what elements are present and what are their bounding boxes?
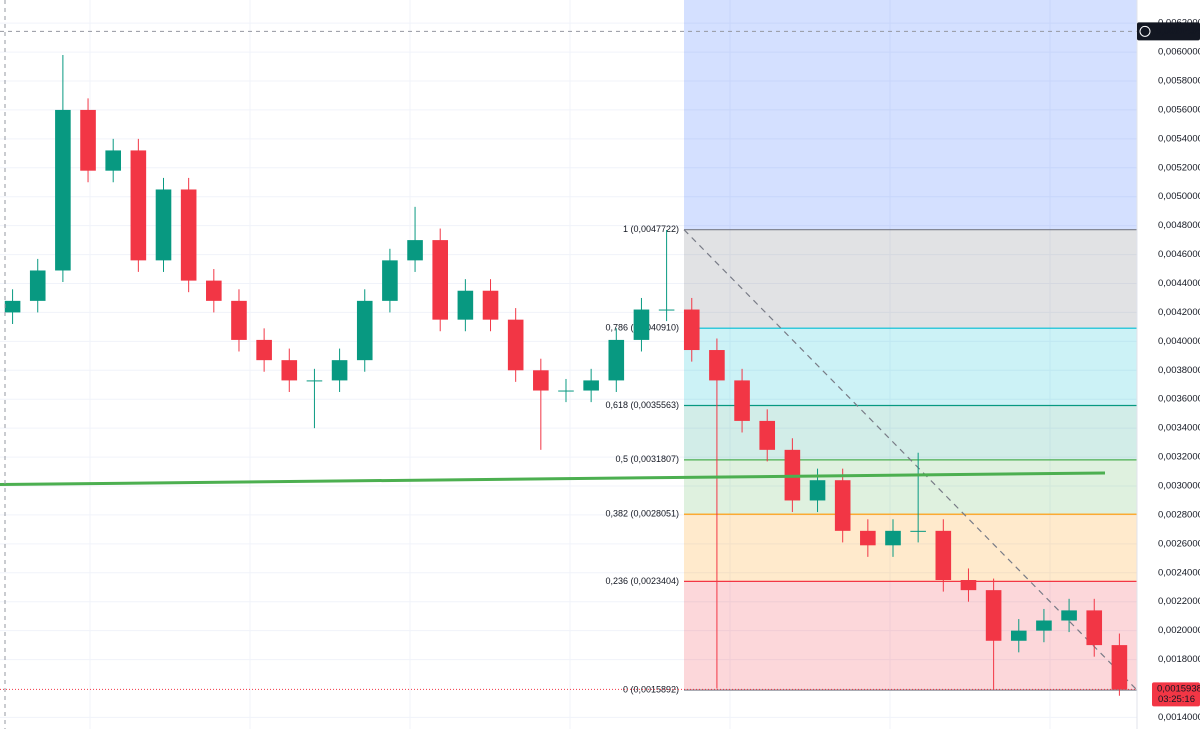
y-tick-label: 0,0034000: [1158, 423, 1200, 434]
candle-body: [457, 290, 474, 320]
candle-body: [306, 380, 323, 382]
fib-level-label: 1 (0,0047722): [623, 224, 679, 234]
candle-body: [608, 339, 625, 381]
candle-body: [356, 300, 373, 361]
candle-body: [985, 590, 1002, 641]
y-tick-label: 0,0056000: [1158, 104, 1200, 115]
candle-body: [281, 360, 298, 381]
candle-body: [885, 530, 901, 546]
y-tick-label: 0,0018000: [1158, 654, 1200, 665]
fib-zone: [684, 405, 1137, 460]
fib-zone: [684, 459, 1137, 515]
candle-body: [960, 580, 977, 591]
y-tick-label: 0,0046000: [1158, 249, 1200, 260]
candle-body: [507, 319, 524, 371]
fib-level-label: 0 (0,0015892): [623, 684, 679, 694]
fib-level-label: 0,382 (0,0028051): [605, 509, 679, 519]
y-tick-label: 0,0054000: [1158, 133, 1200, 144]
candle-body: [482, 290, 499, 320]
fib-retracement[interactable]: 1 (0,0047722)0,786 (0,0040910)0,618 (0,0…: [605, 0, 1138, 694]
candle-body: [231, 300, 247, 340]
candle-body: [709, 350, 725, 381]
candle-body: [155, 189, 172, 261]
y-tick-label: 0,0022000: [1158, 596, 1200, 607]
y-tick-label: 0,0028000: [1158, 509, 1200, 520]
candle-body: [533, 370, 549, 391]
candle-body: [180, 189, 197, 281]
fib-zone: [684, 514, 1137, 582]
fib-trend-line: [683, 229, 1138, 691]
candle-body: [206, 280, 222, 301]
candle-body: [80, 109, 96, 171]
crosshair-plus: [1139, 25, 1151, 37]
candle-body: [860, 530, 876, 546]
trendline: [0, 471, 1106, 487]
candle-body: [29, 270, 46, 301]
last-price-label: 0,0015938: [1157, 683, 1200, 694]
candle-body: [809, 480, 826, 501]
candle-body: [256, 339, 272, 361]
y-tick-label: 0,0048000: [1158, 220, 1200, 231]
candle-body: [331, 360, 348, 381]
candle-body: [734, 380, 750, 421]
candle-body: [759, 420, 776, 450]
candle-body: [1036, 620, 1052, 631]
candle-body: [1111, 645, 1128, 690]
y-tick-label: 0,0020000: [1158, 625, 1200, 636]
candle-body: [105, 150, 121, 171]
candle-body: [583, 380, 599, 391]
candle-body: [1061, 610, 1077, 621]
overlay: [0, 30, 1137, 690]
candle-body: [4, 300, 21, 313]
y-tick-label: 0,0014000: [1158, 712, 1200, 723]
y-tick-label: 0,0060000: [1158, 47, 1200, 58]
y-tick-label: 0,0024000: [1158, 567, 1200, 578]
fib-extension-zone: [684, 0, 1137, 230]
last-price-box: [1152, 682, 1200, 707]
candle-body: [55, 109, 71, 271]
fib-zone: [684, 328, 1137, 406]
candle-body: [633, 309, 650, 340]
candle-body: [834, 480, 851, 531]
candle-body: [382, 260, 398, 301]
candle-body: [558, 390, 574, 392]
y-tick-label: 0,0042000: [1158, 307, 1200, 318]
price-axis: [1137, 0, 1200, 729]
y-tick-label: 0,0036000: [1158, 394, 1200, 405]
fib-zone: [684, 581, 1137, 691]
fib-zone: [684, 229, 1137, 329]
candle-body: [935, 530, 952, 581]
candle-body: [130, 150, 147, 261]
candle-body: [1086, 610, 1103, 646]
crosshair-label-box: [1137, 22, 1200, 41]
countdown-label: 03:25:16: [1158, 694, 1195, 705]
fib-level-label: 0,5 (0,0031807): [615, 454, 679, 464]
y-tick-label: 0,0038000: [1158, 365, 1200, 376]
price-axis-labels: 0,00620000,00600000,00580000,00560000,00…: [1137, 18, 1200, 723]
y-tick-label: 0,0050000: [1158, 191, 1200, 202]
candles: [4, 54, 1128, 696]
fib-level-label: 0,236 (0,0023404): [605, 576, 679, 586]
y-tick-label: 0,0030000: [1158, 481, 1200, 492]
candle-body: [432, 240, 449, 320]
y-tick-label: 0,0052000: [1158, 162, 1200, 173]
fib-level-label: 0,618 (0,0035563): [605, 400, 679, 410]
y-tick-label: 0,0032000: [1158, 452, 1200, 463]
candle-body: [683, 309, 700, 351]
candle-body: [910, 530, 926, 532]
y-tick-label: 0,0044000: [1158, 278, 1200, 289]
y-tick-label: 0,0058000: [1158, 76, 1200, 87]
y-tick-label: 0,0040000: [1158, 336, 1200, 347]
y-tick-label: 0,0026000: [1158, 538, 1200, 549]
candle-body: [407, 240, 423, 261]
candle-body: [658, 309, 675, 311]
candle-body: [1010, 630, 1027, 641]
crosshair-label: 0,0061434: [1156, 26, 1200, 37]
